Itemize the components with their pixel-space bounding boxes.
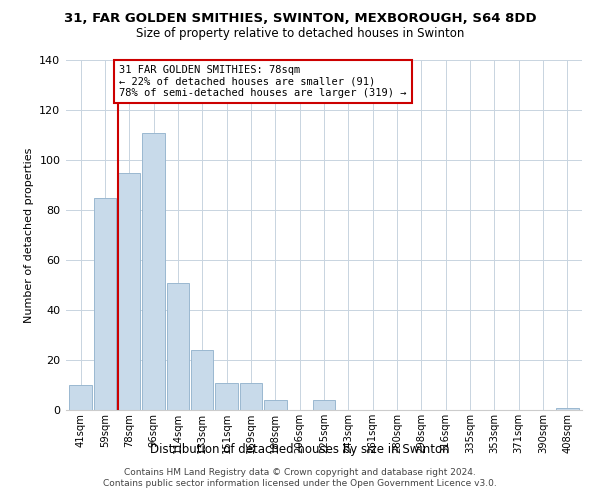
Text: 31 FAR GOLDEN SMITHIES: 78sqm
← 22% of detached houses are smaller (91)
78% of s: 31 FAR GOLDEN SMITHIES: 78sqm ← 22% of d… (119, 65, 407, 98)
Y-axis label: Number of detached properties: Number of detached properties (24, 148, 34, 322)
Bar (142, 132, 165, 410)
Bar (70, 385, 92, 410)
Bar (94, 198, 116, 410)
Text: Size of property relative to detached houses in Swinton: Size of property relative to detached ho… (136, 28, 464, 40)
Text: Distribution of detached houses by size in Swinton: Distribution of detached houses by size … (150, 442, 450, 456)
Bar (313, 400, 335, 410)
Bar (264, 400, 287, 410)
Bar (240, 382, 262, 410)
Text: Contains HM Land Registry data © Crown copyright and database right 2024.
Contai: Contains HM Land Registry data © Crown c… (103, 468, 497, 487)
Bar (556, 408, 578, 410)
Text: 31, FAR GOLDEN SMITHIES, SWINTON, MEXBOROUGH, S64 8DD: 31, FAR GOLDEN SMITHIES, SWINTON, MEXBOR… (64, 12, 536, 26)
Bar (215, 382, 238, 410)
Bar (118, 172, 140, 410)
Bar (191, 350, 214, 410)
Bar (167, 282, 189, 410)
